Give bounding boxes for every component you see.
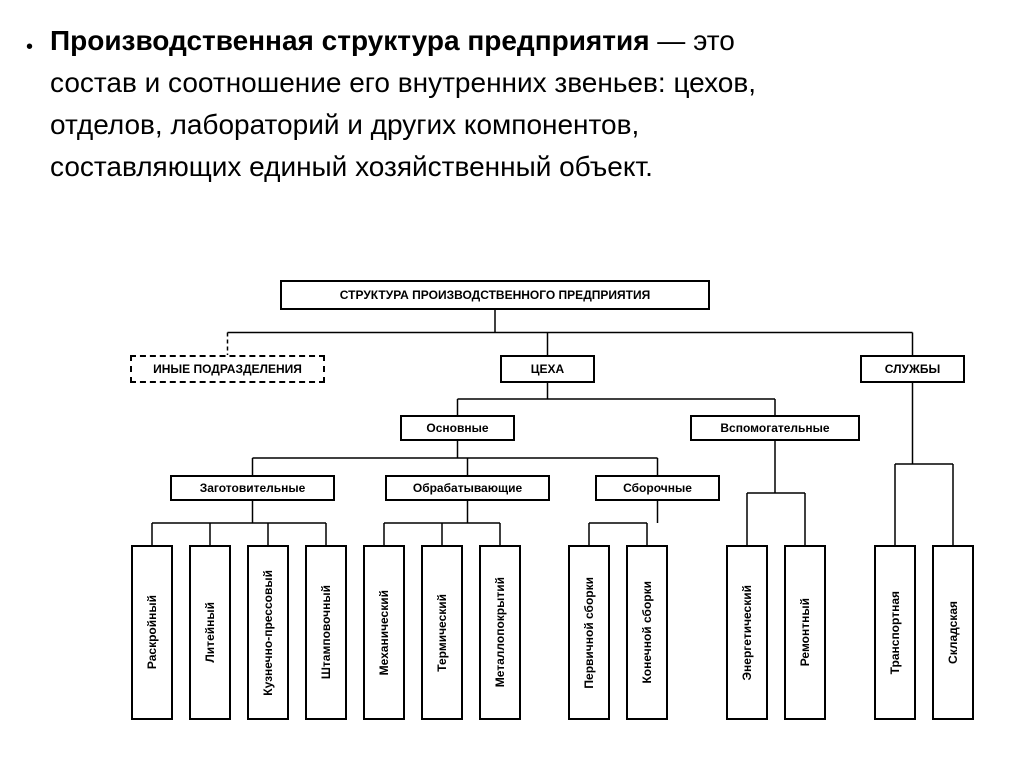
leaf-7: Первичной сборки — [568, 545, 610, 720]
node-processing: Обрабатывающие — [385, 475, 550, 501]
node-aux: Вспомогательные — [690, 415, 860, 441]
leaf-9: Энергетический — [726, 545, 768, 720]
leaf-8: Конечной сборки — [626, 545, 668, 720]
leaf-5: Термический — [421, 545, 463, 720]
node-shops: ЦЕХА — [500, 355, 595, 383]
leaf-10: Ремонтный — [784, 545, 826, 720]
node-services: СЛУЖБЫ — [860, 355, 965, 383]
leaf-2: Кузнечно-прессовый — [247, 545, 289, 720]
leaf-12: Складская — [932, 545, 974, 720]
bullet-icon: • — [26, 32, 33, 62]
node-root: СТРУКТУРА ПРОИЗВОДСТВЕННОГО ПРЕДПРИЯТИЯ — [280, 280, 710, 310]
node-assembly: Сборочные — [595, 475, 720, 501]
leaf-11: Транспортная — [874, 545, 916, 720]
term: Производственная структура предприятия — [50, 25, 650, 56]
leaf-1: Литейный — [189, 545, 231, 720]
node-main: Основные — [400, 415, 515, 441]
leaf-3: Штамповочный — [305, 545, 347, 720]
definition-paragraph: • Производственная структура предприятия… — [50, 20, 790, 188]
leaf-6: Металлопокрытий — [479, 545, 521, 720]
node-other: ИНЫЕ ПОДРАЗДЕЛЕНИЯ — [130, 355, 325, 383]
leaf-4: Механический — [363, 545, 405, 720]
leaf-0: Раскройный — [131, 545, 173, 720]
node-procurement: Заготовительные — [170, 475, 335, 501]
